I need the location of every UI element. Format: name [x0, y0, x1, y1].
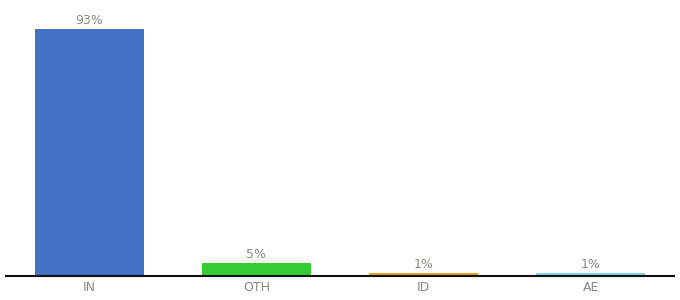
Bar: [369, 273, 478, 276]
Text: 1%: 1%: [413, 258, 434, 271]
Bar: [35, 29, 143, 276]
Text: 1%: 1%: [581, 258, 600, 271]
Text: 5%: 5%: [246, 248, 267, 260]
Bar: [537, 273, 645, 276]
Text: 93%: 93%: [75, 14, 103, 27]
Bar: [202, 262, 311, 276]
